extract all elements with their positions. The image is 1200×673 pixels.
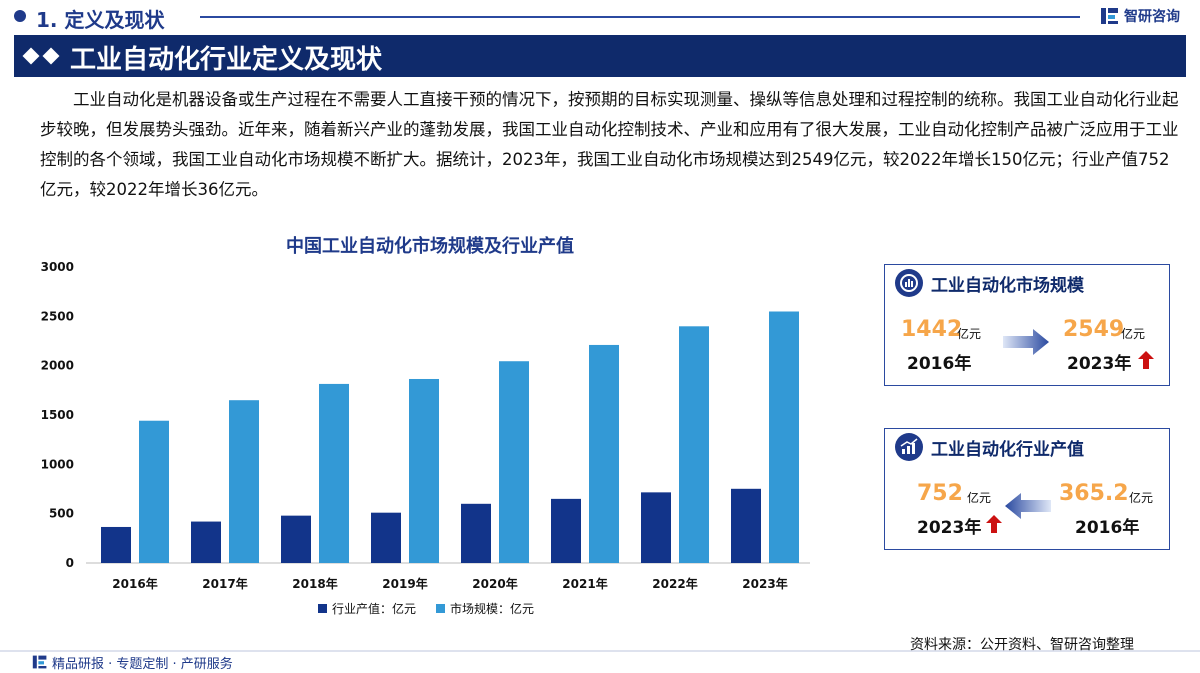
output-left-unit: 亿元 bbox=[967, 491, 992, 505]
bar-output bbox=[281, 515, 311, 563]
bar-output bbox=[191, 521, 221, 563]
bar-output bbox=[551, 498, 581, 563]
bar-market bbox=[769, 311, 799, 563]
y-tick-label: 2000 bbox=[41, 359, 74, 373]
bar-market bbox=[589, 344, 619, 563]
y-tick-label: 3000 bbox=[41, 260, 74, 274]
diamond-icon bbox=[22, 47, 40, 65]
bar-output bbox=[731, 488, 761, 563]
x-tick-label: 2016年 bbox=[112, 576, 157, 591]
chart-title: 中国工业自动化市场规模及行业产值 bbox=[286, 236, 574, 257]
card-header: 工业自动化市场规模 bbox=[885, 265, 1095, 299]
bar-output bbox=[371, 512, 401, 563]
y-tick-label: 1000 bbox=[41, 457, 74, 471]
bar-market bbox=[409, 378, 439, 563]
brand-logo: 智研咨询 bbox=[1100, 6, 1180, 26]
legend-label: 行业产值：亿元 bbox=[332, 601, 416, 616]
up-arrow-icon bbox=[986, 515, 1002, 533]
bar-market bbox=[499, 361, 529, 563]
market-from-value: 1442 bbox=[901, 317, 963, 342]
bar-market bbox=[679, 326, 709, 563]
output-left-year: 2023年 bbox=[917, 518, 982, 538]
x-tick-label: 2020年 bbox=[472, 576, 517, 591]
card-header: 工业自动化行业产值 bbox=[885, 429, 1095, 463]
market-to-unit: 亿元 bbox=[1121, 327, 1146, 341]
output-card-title: 工业自动化行业产值 bbox=[931, 440, 1084, 460]
output-left-value: 752 bbox=[917, 481, 963, 506]
x-tick-label: 2021年 bbox=[562, 576, 607, 591]
footer: 精品研报 · 专题定制 · 产研服务 bbox=[0, 651, 1200, 673]
bar-output bbox=[101, 526, 131, 563]
footer-slogan: 精品研报 · 专题定制 · 产研服务 bbox=[52, 657, 233, 672]
market-from-year: 2016年 bbox=[907, 354, 972, 374]
x-tick-label: 2018年 bbox=[292, 576, 337, 591]
brand-name: 智研咨询 bbox=[1124, 9, 1180, 25]
data-source: 资料来源：公开资料、智研咨询整理 bbox=[910, 637, 1134, 653]
x-tick-label: 2023年 bbox=[742, 576, 787, 591]
legend-swatch bbox=[436, 604, 445, 613]
output-right-unit: 亿元 bbox=[1129, 491, 1154, 505]
footer-divider bbox=[0, 650, 1200, 652]
section-title: 1. 定义及现状 bbox=[36, 8, 165, 32]
x-tick-label: 2022年 bbox=[652, 576, 697, 591]
bar-chart: 0 500 1000 1500 2000 2500 3000 2016年 2017年 2018年 2… bbox=[41, 260, 810, 616]
diamond-icon bbox=[42, 47, 60, 65]
bar-market bbox=[229, 400, 259, 563]
legend-label: 市场规模：亿元 bbox=[450, 601, 534, 616]
market-from-unit: 亿元 bbox=[957, 327, 982, 341]
bar-output bbox=[461, 503, 491, 563]
y-tick-label: 0 bbox=[66, 556, 74, 570]
left-arrow-icon bbox=[1005, 493, 1051, 519]
y-tick-label: 2500 bbox=[41, 309, 74, 323]
footer-logo-icon bbox=[32, 655, 47, 669]
market-size-card: 工业自动化市场规模 1442 亿元 2016年 2549 亿元 2023年 bbox=[884, 264, 1170, 386]
pie-chart-icon bbox=[895, 269, 923, 297]
trend-chart-icon bbox=[895, 433, 923, 461]
x-tick-label: 2019年 bbox=[382, 576, 427, 591]
industry-output-card: 工业自动化行业产值 752 亿元 2023年 365.2 亿元 2016年 bbox=[884, 428, 1170, 550]
output-right-year: 2016年 bbox=[1075, 518, 1140, 538]
market-to-value: 2549 bbox=[1063, 317, 1125, 342]
bar-market bbox=[319, 383, 349, 563]
right-arrow-icon bbox=[1003, 329, 1049, 355]
top-bar: 1. 定义及现状 智研咨询 bbox=[0, 0, 1200, 34]
intro-paragraph: 工业自动化是机器设备或生产过程在不需要人工直接干预的情况下，按预期的目标实现测量… bbox=[40, 90, 1179, 199]
x-tick-label: 2017年 bbox=[202, 576, 247, 591]
market-card-title: 工业自动化市场规模 bbox=[931, 276, 1084, 296]
up-arrow-icon bbox=[1138, 351, 1154, 369]
banner-diamond-icons bbox=[22, 47, 60, 65]
brand-logo-icon bbox=[1101, 8, 1118, 24]
bar-output bbox=[641, 492, 671, 563]
header-divider bbox=[200, 16, 1080, 18]
section-bullet-icon bbox=[14, 10, 26, 22]
bar-market bbox=[139, 420, 169, 563]
y-tick-label: 1500 bbox=[41, 408, 74, 422]
legend-swatch bbox=[318, 604, 327, 613]
output-right-value: 365.2 bbox=[1059, 481, 1129, 506]
y-tick-label: 500 bbox=[49, 507, 74, 521]
market-to-year: 2023年 bbox=[1067, 354, 1132, 374]
title-banner: 工业自动化行业定义及现状 bbox=[14, 35, 1186, 77]
banner-title: 工业自动化行业定义及现状 bbox=[70, 45, 383, 75]
